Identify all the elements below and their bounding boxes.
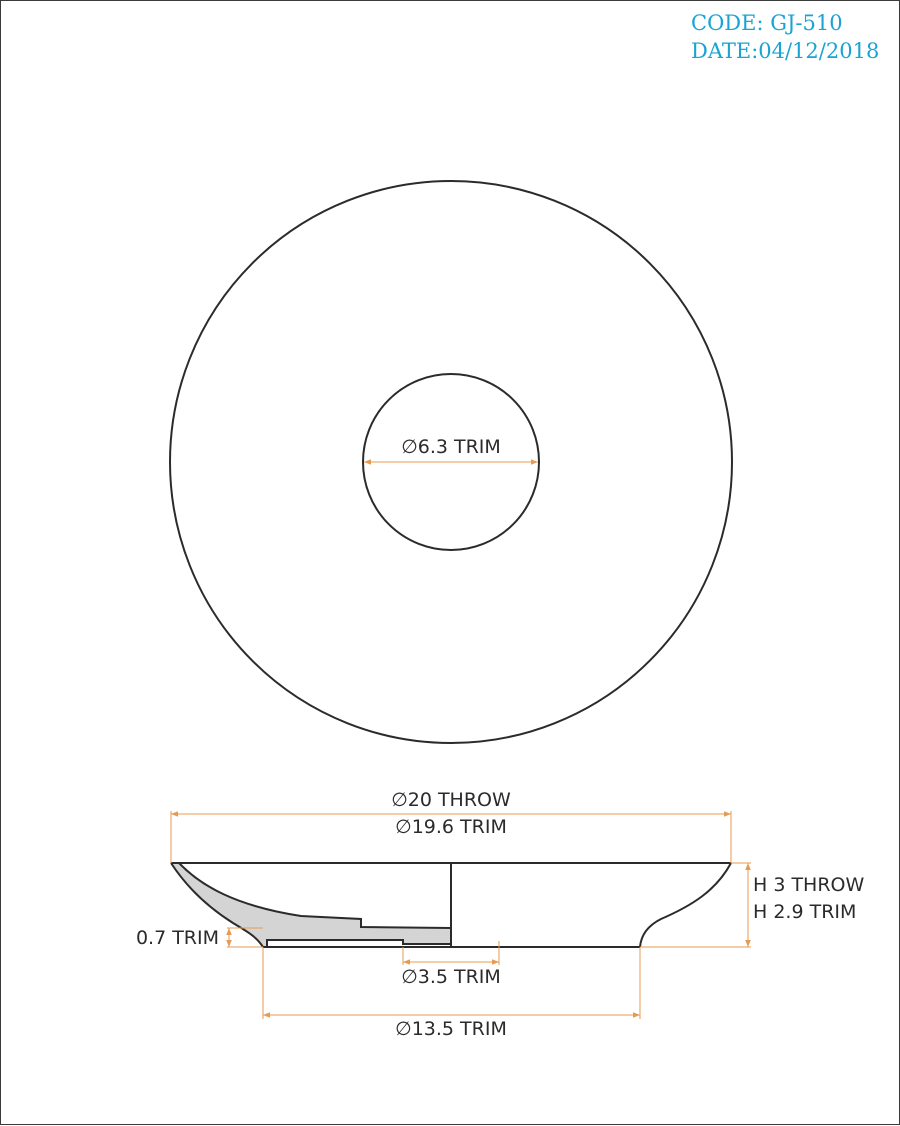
section-fill (171, 863, 451, 947)
foot-diameter-label: ∅13.5 TRIM (395, 1018, 507, 1040)
base-thickness-label: 0.7 TRIM (136, 927, 219, 949)
drawing-date: DATE:04/12/2018 (691, 39, 880, 63)
outer-trim-label: ∅19.6 TRIM (395, 816, 507, 838)
outer-rim-circle (169, 180, 733, 744)
section-outline (178, 862, 452, 947)
hole-diameter-label: ∅3.5 TRIM (401, 966, 501, 988)
drain-hole-circle (362, 373, 540, 551)
product-code: CODE: GJ-510 (691, 11, 843, 35)
outer-profile-right (639, 862, 732, 948)
title-block: CODE: GJ-510 DATE:04/12/2018 (691, 9, 879, 65)
top-view: ∅6.3 TRIM (169, 180, 733, 744)
height-throw-label: H 3 THROW (753, 874, 865, 896)
outer-profile-left (170, 862, 264, 948)
height-trim-label: H 2.9 TRIM (753, 901, 856, 923)
side-view: ∅20 THROW ∅19.6 TRIM H 3 THROW H 2.9 TRI… (136, 789, 865, 1040)
inner-diameter-label: ∅6.3 TRIM (401, 436, 501, 458)
outer-throw-label: ∅20 THROW (391, 789, 511, 811)
